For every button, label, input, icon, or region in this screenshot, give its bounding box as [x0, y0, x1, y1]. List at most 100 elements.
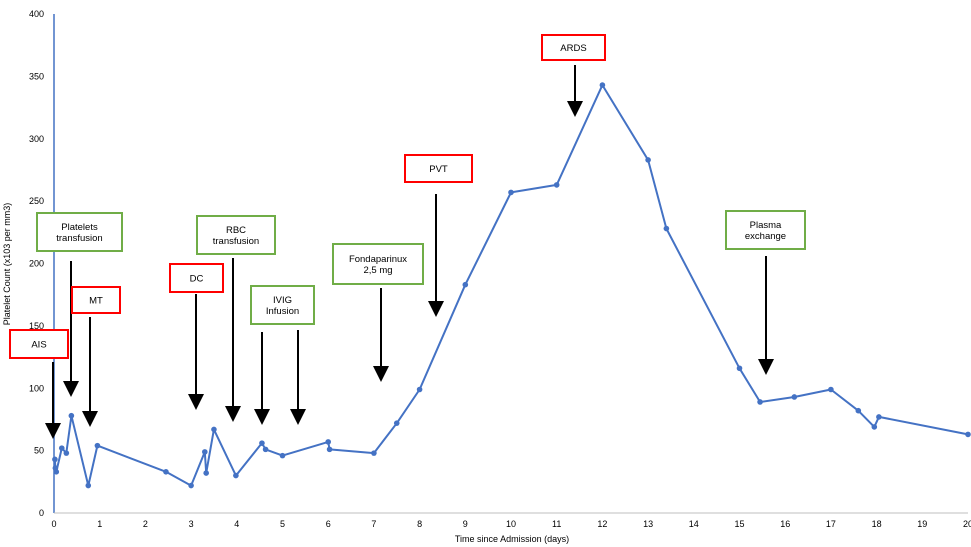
- annotation-label: 2,5 mg: [363, 265, 392, 276]
- data-point: [871, 424, 878, 430]
- x-tick-label: 15: [734, 519, 744, 529]
- data-point: [393, 420, 400, 426]
- series-layer: [52, 82, 971, 489]
- data-point: [553, 182, 560, 188]
- y-tick-label: 250: [29, 196, 44, 206]
- annotation-label: Plasma: [750, 220, 782, 231]
- annotation-box: [250, 285, 315, 325]
- x-tick-label: 1: [97, 519, 102, 529]
- annotation-label: RBC: [226, 225, 246, 236]
- annotation-label: IVIG: [273, 295, 292, 306]
- y-tick-label: 0: [39, 508, 44, 518]
- y-axis: 0 50 100 150 200 250 300 350 400: [29, 9, 55, 518]
- data-point: [63, 450, 70, 456]
- annotation: PVT: [404, 154, 473, 317]
- data-point: [965, 431, 971, 438]
- data-point: [663, 225, 670, 232]
- x-tick-label: 6: [326, 519, 331, 529]
- x-tick-label: 16: [780, 519, 790, 529]
- annotation-box: [9, 329, 69, 359]
- data-point: [68, 412, 75, 419]
- annotation-box: [332, 243, 424, 285]
- y-tick-label: 200: [29, 259, 44, 269]
- x-tick-label: 8: [417, 519, 422, 529]
- data-point: [259, 440, 265, 446]
- y-tick-label: 300: [29, 134, 44, 144]
- data-point: [233, 472, 239, 479]
- data-point: [94, 442, 101, 449]
- x-axis-label: Time since Admission (days): [455, 534, 569, 544]
- data-point: [279, 452, 286, 459]
- data-point: [211, 426, 217, 433]
- x-tick-label: 7: [371, 519, 376, 529]
- annotation: DC: [169, 263, 224, 410]
- data-point: [52, 456, 58, 463]
- data-point: [58, 445, 65, 451]
- annotation-label: Infusion: [266, 306, 299, 317]
- data-point: [325, 439, 332, 445]
- data-point: [163, 469, 169, 475]
- annotation-label: Platelets: [61, 222, 98, 233]
- x-tick-label: 5: [280, 519, 285, 529]
- data-point: [416, 386, 423, 393]
- data-point: [876, 414, 882, 420]
- x-tick-label: 18: [872, 519, 882, 529]
- x-tick-label: 4: [234, 519, 239, 529]
- y-tick-label: 100: [29, 383, 44, 393]
- x-tick-label: 11: [552, 519, 561, 529]
- annotation-box: [71, 286, 121, 314]
- data-point: [203, 470, 209, 476]
- y-tick-label: 50: [34, 446, 44, 456]
- annotation: MT: [71, 286, 121, 427]
- data-point: [188, 482, 194, 489]
- annotation: ARDS: [541, 34, 606, 117]
- annotation-label: ARDS: [560, 43, 586, 54]
- x-tick-label: 14: [689, 519, 699, 529]
- annotation-label: Fondaparinux: [349, 254, 407, 265]
- data-point: [855, 407, 862, 414]
- annotation-box: [36, 212, 123, 252]
- annotation-box: [196, 215, 276, 255]
- x-tick-label: 13: [643, 519, 653, 529]
- y-tick-label: 150: [29, 321, 44, 331]
- data-point: [599, 82, 606, 88]
- data-point: [371, 450, 377, 456]
- y-tick-label: 400: [29, 9, 44, 19]
- annotation-label: exchange: [745, 231, 786, 242]
- annotation-box: [404, 154, 473, 183]
- y-axis-label: Platelet Count (x103 per mm3): [2, 203, 12, 326]
- annotation-label: MT: [89, 296, 103, 307]
- data-point: [202, 449, 208, 455]
- data-point: [736, 365, 743, 372]
- y-tick-label: 350: [29, 71, 44, 81]
- data-point: [508, 189, 514, 196]
- x-axis: 0 1 2 3 4 5 6 7 8 9 10 11 12 13 14 15 16 17 18 19 20: [51, 512, 971, 529]
- series-line: [53, 84, 969, 487]
- x-tick-label: 3: [189, 519, 194, 529]
- annotation: AIS: [9, 329, 69, 439]
- x-tick-label: 20: [963, 519, 971, 529]
- annotation-label: PVT: [429, 164, 448, 175]
- x-tick-label: 0: [51, 519, 56, 529]
- x-tick-label: 17: [826, 519, 836, 529]
- data-point: [462, 281, 469, 288]
- annotation-box: [541, 34, 606, 61]
- x-tick-label: 19: [917, 519, 927, 529]
- data-point: [645, 157, 651, 163]
- annotation-label: AIS: [31, 340, 46, 351]
- x-tick-label: 9: [463, 519, 468, 529]
- data-point: [828, 386, 834, 393]
- data-point: [53, 469, 60, 475]
- data-point: [262, 446, 269, 453]
- annotation-box: [725, 210, 806, 250]
- data-point: [757, 399, 763, 405]
- data-point: [85, 482, 92, 489]
- annotation-layer: AISPlateletstransfusionMTDCRBCtransfusio…: [9, 34, 806, 439]
- annotation-label: transfusion: [56, 233, 102, 244]
